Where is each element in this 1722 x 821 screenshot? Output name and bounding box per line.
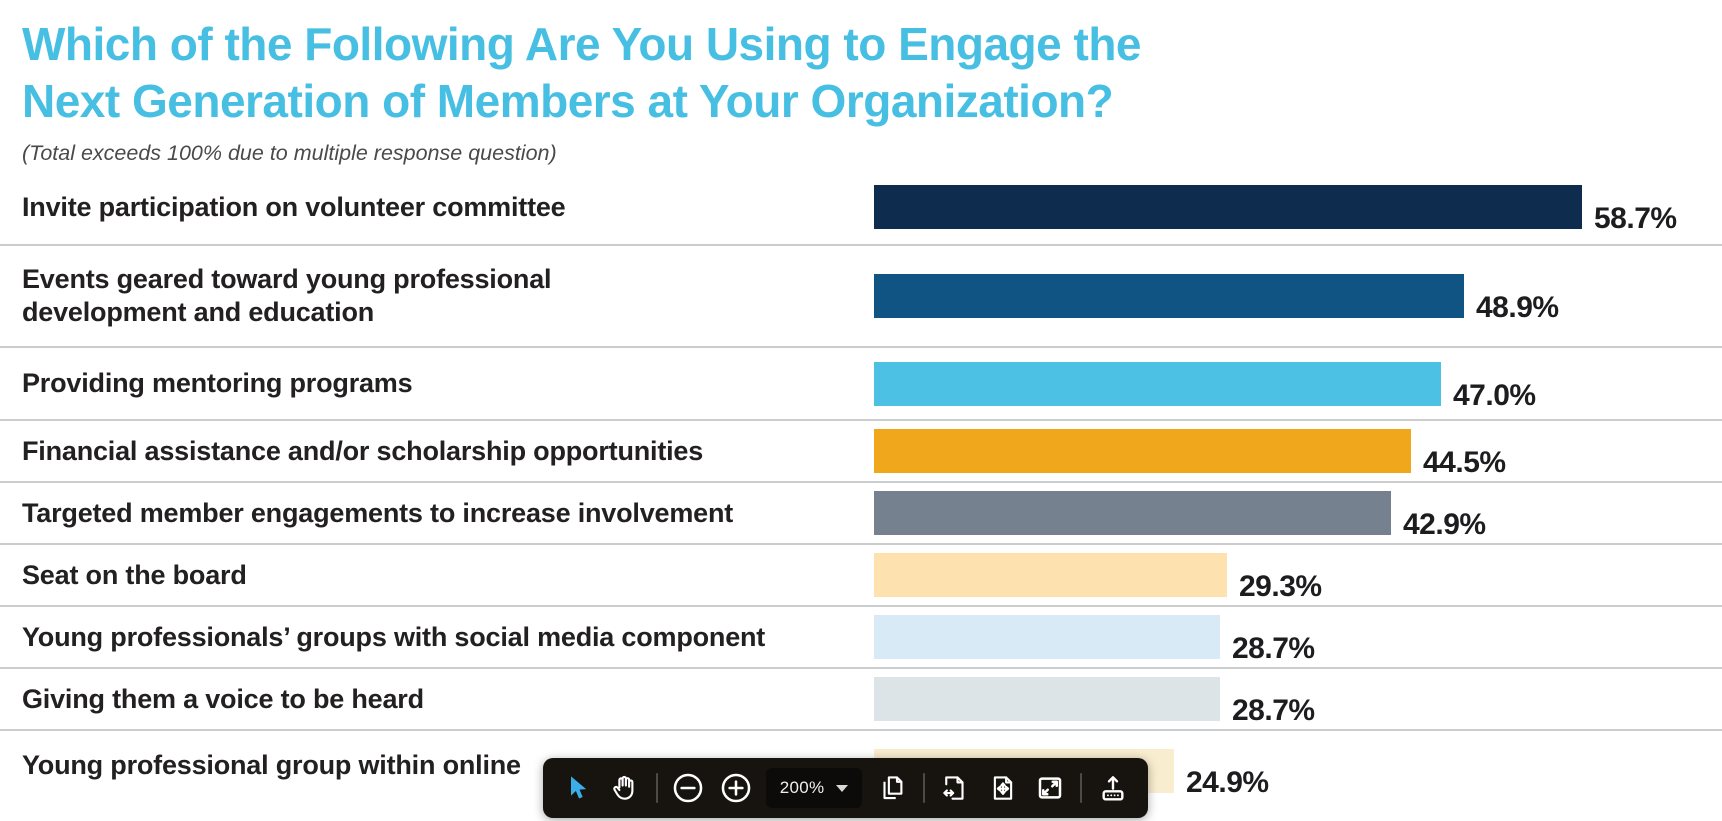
copy-page-button[interactable] (875, 766, 909, 810)
bar-group: 48.9% (874, 274, 1559, 323)
bar-group: 28.7% (874, 615, 1315, 664)
category-label: Young professional group within online (22, 750, 521, 780)
category-label: Financial assistance and/or scholarship … (22, 435, 704, 466)
chart-title: Which of the Following Are You Using to … (22, 16, 1698, 130)
value-label: 44.5% (1423, 446, 1506, 479)
bar-group: 44.5% (874, 429, 1506, 478)
select-cursor-button[interactable] (561, 766, 595, 810)
category-label: Targeted member engagements to increase … (22, 497, 734, 528)
value-label: 58.7% (1594, 202, 1677, 235)
category-label: Invite participation on volunteer commit… (22, 191, 566, 222)
chart-row: Financial assistance and/or scholarship … (0, 421, 1722, 483)
chart-row: Invite participation on volunteer commit… (0, 170, 1722, 246)
chart-row: Seat on the board 29.3% (0, 545, 1722, 607)
chart-row: Targeted member engagements to increase … (0, 483, 1722, 545)
bar-group: 28.7% (874, 677, 1315, 726)
toolbar-divider (1080, 773, 1083, 803)
chevron-down-icon (836, 784, 849, 792)
chart-row: Events geared toward young professional … (0, 246, 1722, 348)
fullscreen-icon (1038, 777, 1062, 799)
zoom-level-value: 200% (779, 778, 825, 797)
bar (874, 429, 1411, 473)
bar (874, 491, 1391, 535)
chart-row: Providing mentoring programs 47.0% (0, 348, 1722, 421)
chart-row: Young professionals’ groups with social … (0, 607, 1722, 669)
toolbar-divider (922, 773, 925, 803)
bar (874, 185, 1582, 229)
value-label: 42.9% (1403, 508, 1486, 541)
category-label-text: Events geared toward young professional … (22, 264, 552, 327)
fit-width-button[interactable] (938, 766, 972, 810)
bar (874, 677, 1220, 721)
bar (874, 274, 1464, 318)
category-label: Events geared toward young professional … (22, 263, 874, 329)
upload-icon (1102, 776, 1124, 801)
zoom-level-select[interactable]: 200% (766, 768, 863, 808)
zoom-out-button[interactable] (671, 766, 705, 810)
value-label: 48.9% (1476, 291, 1559, 324)
copy-icon (883, 776, 903, 800)
chart-header: Which of the Following Are You Using to … (0, 0, 1722, 170)
bar (874, 361, 1441, 406)
chart-title-line1: Which of the Following Are You Using to … (22, 18, 1142, 70)
category-label: Providing mentoring programs (22, 368, 413, 399)
bar (874, 615, 1220, 659)
value-label: 28.7% (1232, 632, 1315, 665)
bar-group: 29.3% (874, 553, 1322, 602)
value-label: 29.3% (1239, 570, 1322, 603)
value-label: 28.7% (1232, 694, 1315, 727)
cursor-icon (571, 776, 587, 799)
upload-button[interactable] (1096, 766, 1130, 810)
bar-group: 58.7% (874, 185, 1677, 234)
bar-group: 42.9% (874, 491, 1486, 540)
fit-width-icon (943, 776, 964, 800)
hand-icon (613, 775, 634, 800)
bar (874, 553, 1227, 597)
chart-title-line2: Next Generation of Members at Your Organ… (22, 75, 1114, 127)
fit-page-icon (993, 776, 1012, 800)
category-label: Seat on the board (22, 559, 247, 590)
fullscreen-button[interactable] (1033, 766, 1067, 810)
category-label: Young professionals’ groups with social … (22, 621, 766, 652)
chart-row: Giving them a voice to be heard 28.7% (0, 669, 1722, 731)
toolbar-divider (655, 773, 658, 803)
pan-hand-button[interactable] (608, 766, 642, 810)
value-label: 47.0% (1453, 378, 1536, 412)
value-label: 24.9% (1186, 766, 1269, 799)
category-label: Giving them a voice to be heard (22, 683, 424, 714)
zoom-out-icon (673, 773, 703, 803)
chart-subtitle: (Total exceeds 100% due to multiple resp… (22, 141, 557, 165)
bar-chart: Invite participation on volunteer commit… (0, 170, 1722, 821)
viewer-toolbar: 200% (543, 758, 1148, 818)
fit-page-button[interactable] (986, 766, 1020, 810)
zoom-in-button[interactable] (719, 766, 753, 810)
bar-group: 47.0% (874, 361, 1536, 410)
zoom-in-icon (721, 773, 750, 803)
